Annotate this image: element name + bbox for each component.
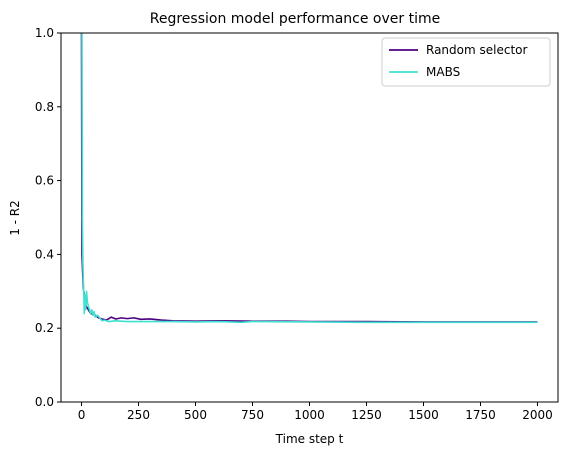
x-axis: 0 250 500 750 1000 1250 1500 1750 2000 <box>78 402 553 422</box>
x-tick-label: 1750 <box>465 408 496 422</box>
x-tick-label: 750 <box>241 408 264 422</box>
x-tick-label: 0 <box>78 408 86 422</box>
y-axis: 0.0 0.2 0.4 0.6 0.8 1.0 <box>35 26 61 409</box>
legend-label-mabs: MABS <box>426 65 460 79</box>
x-tick-label: 2000 <box>522 408 553 422</box>
legend: Random selector MABS <box>381 37 551 87</box>
x-tick-label: 500 <box>184 408 207 422</box>
y-tick-label: 0.8 <box>35 100 54 114</box>
y-tick-label: 0.6 <box>35 174 54 188</box>
x-tick-label: 1500 <box>408 408 439 422</box>
x-tick-label: 1000 <box>294 408 325 422</box>
x-tick-label: 1250 <box>351 408 382 422</box>
y-tick-label: 0.2 <box>35 321 54 335</box>
x-axis-label: Time step t <box>275 432 344 446</box>
plot-area <box>80 33 538 324</box>
y-tick-label: 0.0 <box>35 395 54 409</box>
y-axis-label: 1 - R2 <box>8 200 22 236</box>
axes-frame <box>60 32 559 403</box>
chart-title: Regression model performance over time <box>150 11 440 27</box>
legend-box <box>381 37 551 87</box>
series-line-mabs <box>81 33 538 324</box>
y-tick-label: 1.0 <box>35 26 54 40</box>
y-tick-label: 0.4 <box>35 247 54 261</box>
x-tick-label: 250 <box>127 408 150 422</box>
legend-label-random: Random selector <box>426 43 527 57</box>
